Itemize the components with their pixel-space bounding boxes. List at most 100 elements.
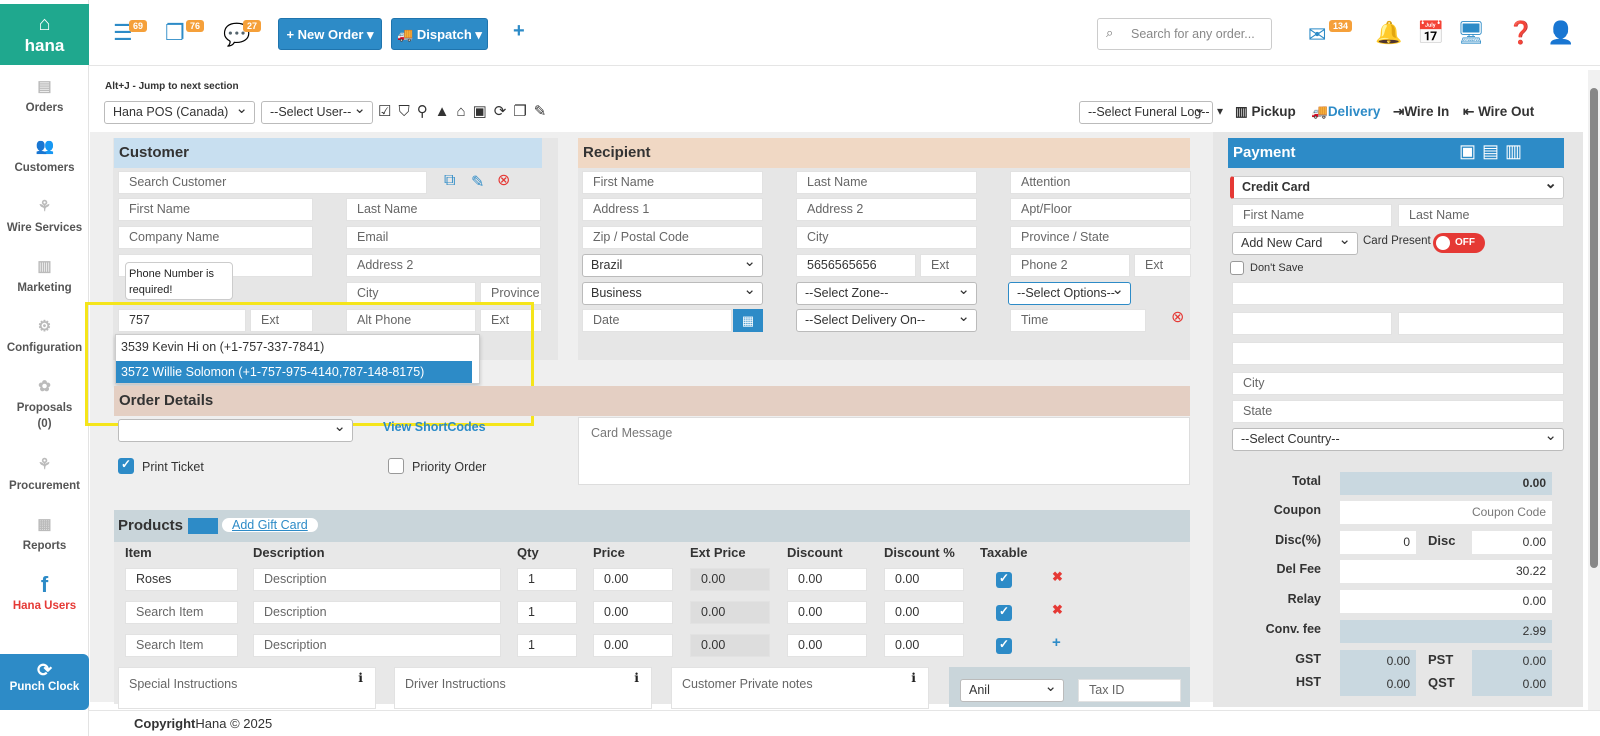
special-instructions-input[interactable]: Special Instructions ℹ [118, 667, 376, 709]
qty-input[interactable]: 1 [517, 568, 577, 591]
remove-row-icon[interactable]: ✖ [1052, 569, 1063, 584]
description-input[interactable]: Description [253, 568, 501, 591]
card-last-name[interactable]: Last Name [1398, 204, 1564, 227]
copy-customer-icon[interactable]: ⧉ [444, 172, 456, 189]
recipient-phone2[interactable]: Phone 2 [1010, 254, 1130, 277]
add-gift-card-link[interactable]: Add Gift Card [222, 518, 318, 532]
wire-in-tab[interactable]: ⇥Wire In [1393, 104, 1450, 119]
discount-input[interactable]: 0.00 [787, 634, 867, 657]
tax-id-input[interactable]: Tax ID [1078, 679, 1181, 702]
user-select[interactable]: --Select User-- [261, 98, 373, 124]
item-input[interactable]: Search Item [125, 601, 238, 624]
customer-address2[interactable]: Address 2 [346, 254, 541, 277]
discount-pct-input[interactable]: 0.00 [884, 634, 964, 657]
recipient-zip[interactable]: Zip / Postal Code [582, 226, 763, 249]
hana-logo[interactable]: ⌂ hana [0, 4, 89, 65]
new-order-button[interactable]: + New Order ▾ [278, 18, 382, 50]
customer-phone-input[interactable]: 757 [118, 309, 246, 332]
options-select[interactable]: --Select Options-- [1008, 279, 1131, 305]
recipient-phone2-ext[interactable]: Ext [1134, 254, 1191, 277]
delivery-time-input[interactable]: Time [1010, 309, 1146, 332]
discount-pct-input[interactable]: 0.00 [884, 568, 964, 591]
disc-pct-input[interactable]: 0 [1340, 531, 1416, 554]
store-select[interactable]: Hana POS (Canada) [104, 98, 255, 124]
country-select[interactable]: --Select Country-- [1232, 425, 1564, 451]
customer-alt-phone[interactable]: Alt Phone [346, 309, 476, 332]
customer-first-name[interactable]: First Name [118, 198, 313, 221]
calendar-button[interactable]: ▦ [733, 309, 763, 332]
pickup-tab[interactable]: ▥ Pickup [1235, 104, 1296, 119]
payment-method-select[interactable]: Credit Card [1230, 173, 1564, 199]
price-input[interactable]: 0.00 [593, 601, 673, 624]
customer-phone-ext[interactable]: Ext [250, 309, 313, 332]
zone-select[interactable]: --Select Zone-- [796, 279, 977, 305]
recipient-address1[interactable]: Address 1 [582, 198, 763, 221]
sidebar-item-marketing[interactable]: ▥ Marketing [17, 258, 72, 294]
mail-icon[interactable]: ✉ [1308, 22, 1327, 47]
calendar-icon[interactable]: 📅 [1417, 20, 1445, 45]
item-input[interactable]: Roses [125, 568, 238, 591]
sidebar-item-proposals[interactable]: ✿ Proposals (0) [16, 378, 73, 430]
qty-input[interactable]: 1 [517, 634, 577, 657]
monitor-icon[interactable]: 🖥 [1457, 20, 1485, 45]
search-placeholder[interactable]: Search for any order... [1131, 27, 1255, 41]
caret-icon[interactable]: ▾ [1217, 104, 1224, 118]
driver-instructions-input[interactable]: Driver Instructions ℹ [394, 667, 652, 709]
dont-save-checkbox[interactable] [1230, 261, 1244, 275]
dispatch-button[interactable]: 🚚 Dispatch ▾ [391, 18, 488, 50]
customer-email[interactable]: Email [346, 226, 541, 249]
discount-pct-input[interactable]: 0.00 [884, 601, 964, 624]
page-scrollbar[interactable] [1588, 70, 1600, 710]
recipient-apt[interactable]: Apt/Floor [1010, 198, 1191, 221]
funeral-log-select[interactable]: --Select Funeral Log-- [1079, 98, 1213, 124]
print-ticket-checkbox[interactable] [118, 457, 134, 474]
sidebar-item-hana-users[interactable]: f Hana Users [12, 572, 77, 613]
scrollbar-thumb[interactable] [1590, 88, 1598, 568]
sidebar-item-customers[interactable]: 👥 Customers [14, 138, 75, 174]
copy-icon[interactable]: ❐ [165, 20, 185, 45]
search-customer-input[interactable]: Search Customer [118, 171, 427, 194]
wire-out-tab[interactable]: ⇤ Wire Out [1463, 104, 1535, 119]
card-first-name[interactable]: First Name [1232, 204, 1392, 227]
agent-select[interactable]: Anil [960, 676, 1064, 702]
customer-province[interactable]: Province [480, 282, 542, 305]
sidebar-item-configuration[interactable]: ⚙ Configuration [6, 318, 83, 354]
price-input[interactable]: 0.00 [593, 634, 673, 657]
add-row-icon[interactable]: + [1052, 634, 1061, 651]
clear-customer-icon[interactable]: ⊗ [497, 172, 511, 189]
card-expiry-input[interactable] [1232, 312, 1392, 335]
search-box[interactable]: ⌕ Search for any order... [1097, 18, 1272, 50]
card-present-toggle[interactable]: OFF [1433, 233, 1485, 253]
customer-company[interactable]: Company Name [118, 226, 313, 249]
coupon-input[interactable]: Coupon Code [1340, 501, 1552, 524]
recipient-last-name[interactable]: Last Name [796, 171, 977, 194]
recipient-attention[interactable]: Attention [1010, 171, 1191, 194]
billing-city-input[interactable]: City [1232, 372, 1564, 395]
card-number-input[interactable] [1232, 282, 1564, 305]
orders-stack-icon[interactable]: ☰ [113, 20, 133, 45]
sidebar-item-reports[interactable]: ▦ Reports [22, 516, 67, 552]
recipient-address2[interactable]: Address 2 [796, 198, 977, 221]
customer-last-name[interactable]: Last Name [346, 198, 541, 221]
remove-row-icon[interactable]: ✖ [1052, 602, 1063, 617]
price-input[interactable]: 0.00 [593, 568, 673, 591]
suggestion-item-selected[interactable]: 3572 Willie Solomon (+1-757-975-4140,787… [116, 361, 472, 383]
recipient-country-select[interactable]: Brazil [582, 251, 763, 277]
description-input[interactable]: Description [253, 634, 501, 657]
billing-address-input[interactable] [1232, 342, 1564, 365]
customer-alt-ext[interactable]: Ext [480, 309, 542, 332]
toolbar-icons[interactable]: ☑⛉⚲▲⌂▣⟳❐✎ [378, 103, 554, 120]
private-notes-input[interactable]: Customer Private notes ℹ [671, 667, 929, 709]
recipient-first-name[interactable]: First Name [582, 171, 763, 194]
taxable-checkbox[interactable] [996, 637, 1012, 654]
disc-input[interactable]: 0.00 [1472, 531, 1552, 554]
user-icon[interactable]: 👤 [1547, 20, 1575, 45]
sidebar-item-wire-services[interactable]: ⚘ Wire Services [6, 198, 83, 234]
discount-input[interactable]: 0.00 [787, 568, 867, 591]
del-fee-input[interactable]: 30.22 [1340, 560, 1552, 583]
recipient-phone-ext[interactable]: Ext [920, 254, 977, 277]
view-shortcodes-link[interactable]: View ShortCodes [383, 420, 486, 434]
occasion-select[interactable] [118, 416, 353, 442]
delivery-on-select[interactable]: --Select Delivery On-- [796, 306, 977, 332]
sidebar-item-orders[interactable]: ▤ Orders [25, 78, 64, 114]
